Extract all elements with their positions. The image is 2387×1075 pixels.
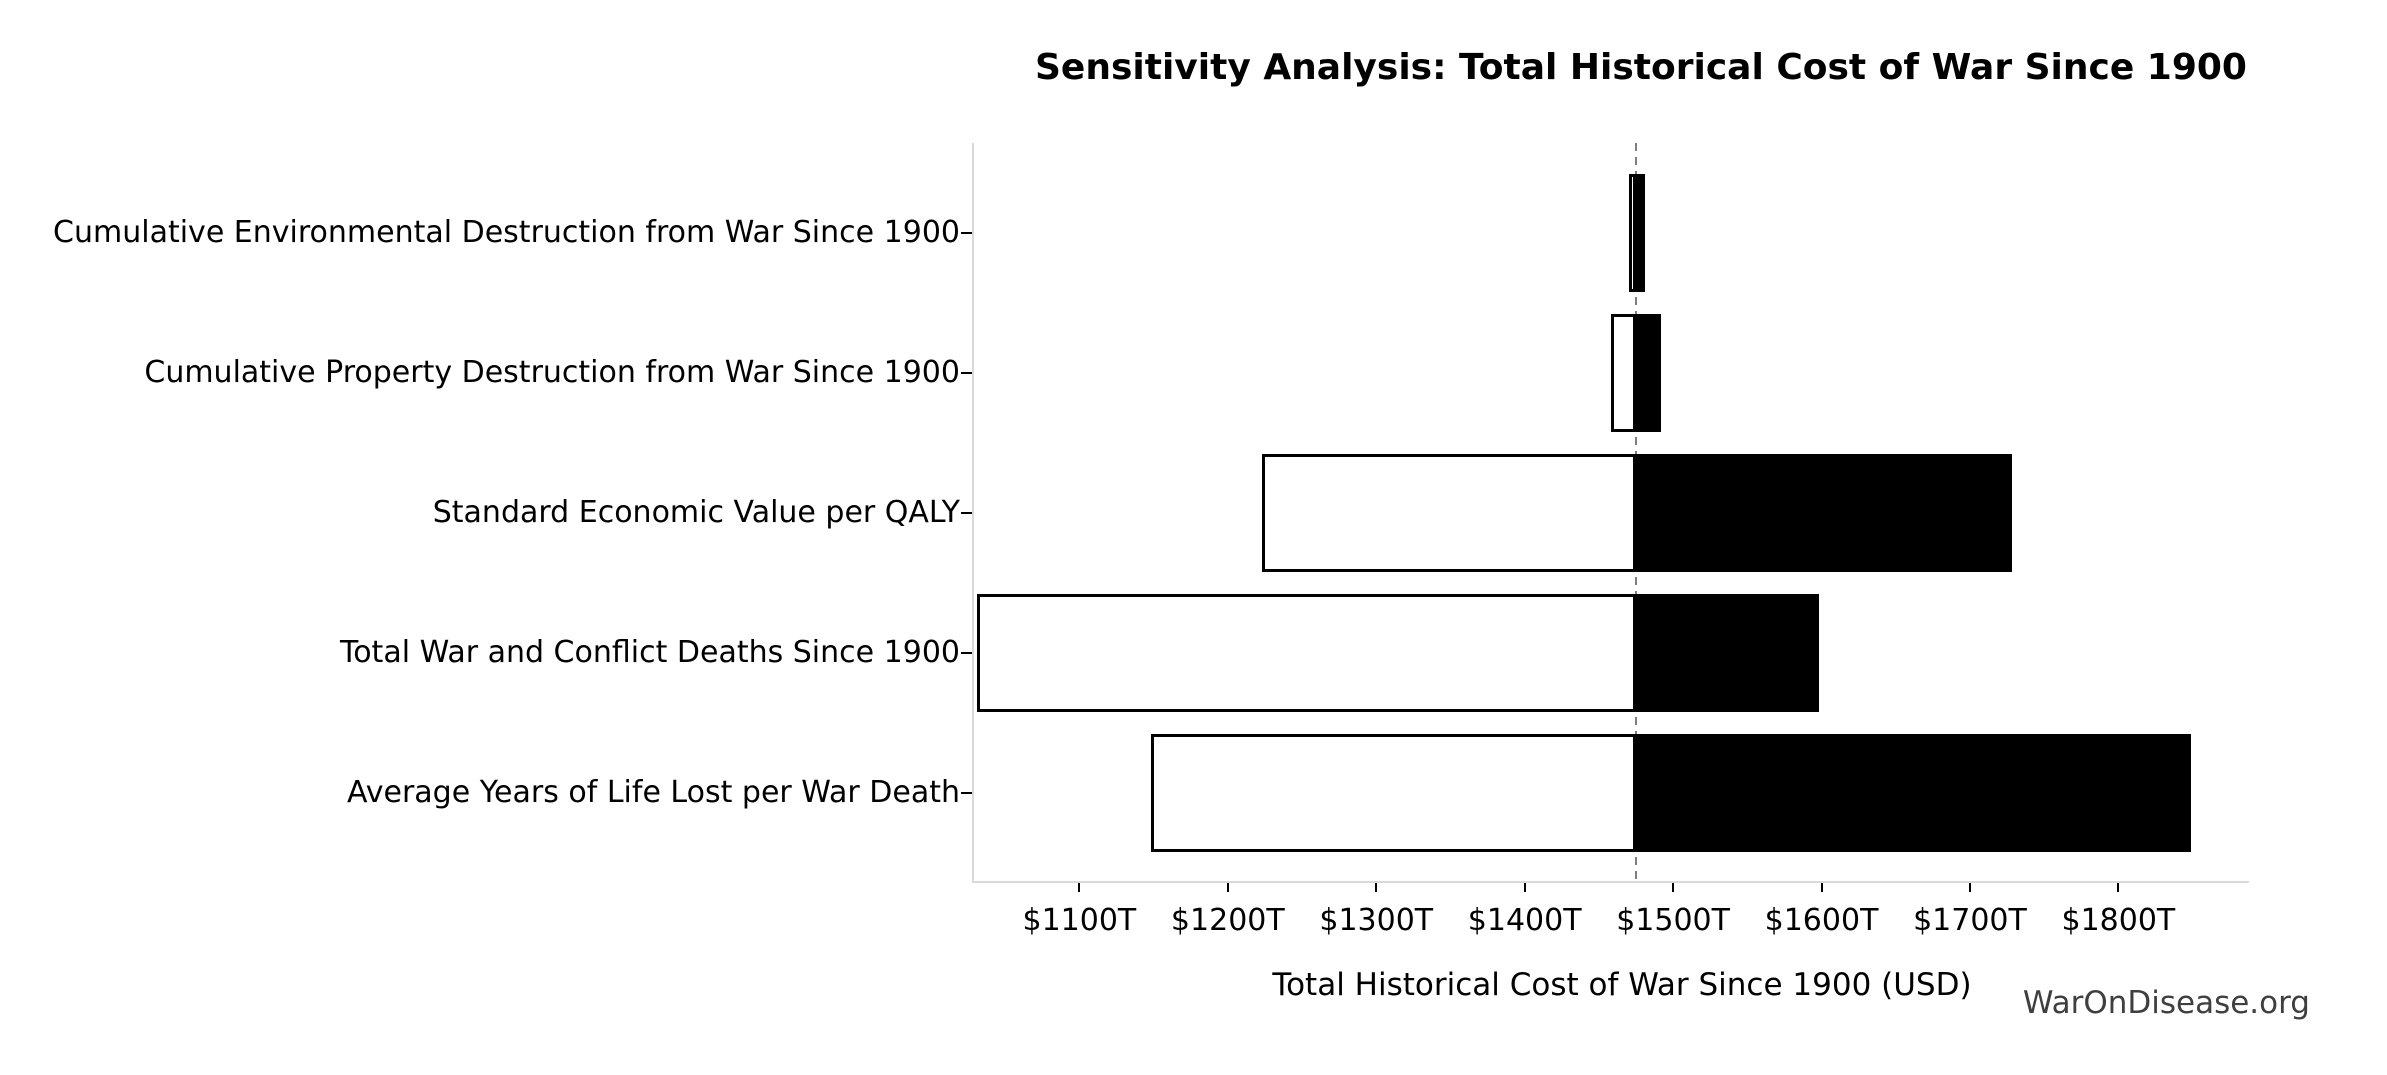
y-category-label: Average Years of Life Lost per War Death — [346, 775, 960, 810]
watermark-text: WarOnDisease.org — [2022, 985, 2310, 1021]
y-tick-mark — [961, 792, 972, 794]
high-estimate-bar — [1635, 314, 1662, 432]
low-estimate-bar — [976, 594, 1636, 712]
low-estimate-bar — [1610, 314, 1636, 432]
high-estimate-bar — [1635, 734, 2192, 852]
x-tick-mark — [1820, 883, 1823, 892]
y-category-label: Cumulative Environmental Destruction fro… — [53, 215, 960, 250]
x-tick-mark — [1078, 883, 1081, 892]
low-estimate-bar — [1628, 174, 1636, 292]
x-tick-label: $1500T — [1616, 903, 1730, 938]
chart-title: Sensitivity Analysis: Total Historical C… — [1035, 47, 2247, 88]
high-estimate-bar — [1635, 174, 1645, 292]
x-tick-label: $1700T — [1913, 903, 2027, 938]
x-tick-mark — [1523, 883, 1526, 892]
x-tick-mark — [1226, 883, 1229, 892]
x-tick-label: $1600T — [1764, 903, 1879, 938]
low-estimate-bar — [1261, 454, 1636, 572]
x-tick-mark — [2117, 883, 2120, 892]
y-tick-mark — [961, 512, 972, 514]
x-tick-label: $1300T — [1319, 903, 1434, 938]
high-estimate-bar — [1635, 454, 2012, 572]
y-category-label: Total War and Conflict Deaths Since 1900 — [339, 635, 960, 670]
x-tick-label: $1400T — [1467, 903, 1582, 938]
x-tick-label: $1200T — [1170, 903, 1285, 938]
x-axis-title: Total Historical Cost of War Since 1900 … — [1272, 967, 1972, 1003]
y-tick-mark — [961, 652, 972, 654]
x-tick-mark — [1672, 883, 1675, 892]
y-category-label: Cumulative Property Destruction from War… — [144, 355, 960, 390]
y-category-label: Standard Economic Value per QALY — [432, 495, 960, 530]
x-tick-label: $1100T — [1022, 903, 1137, 938]
x-tick-mark — [1375, 883, 1378, 892]
plot-area: $1100T $1200T $1300T $1400T $1500T $1600T $170… — [961, 143, 2249, 938]
low-estimate-bar — [1150, 734, 1636, 852]
x-tick-label: $1800T — [2061, 903, 2176, 938]
y-tick-mark — [961, 372, 972, 374]
high-estimate-bar — [1635, 594, 1819, 712]
x-tick-mark — [1968, 883, 1971, 892]
y-tick-mark — [961, 232, 972, 234]
